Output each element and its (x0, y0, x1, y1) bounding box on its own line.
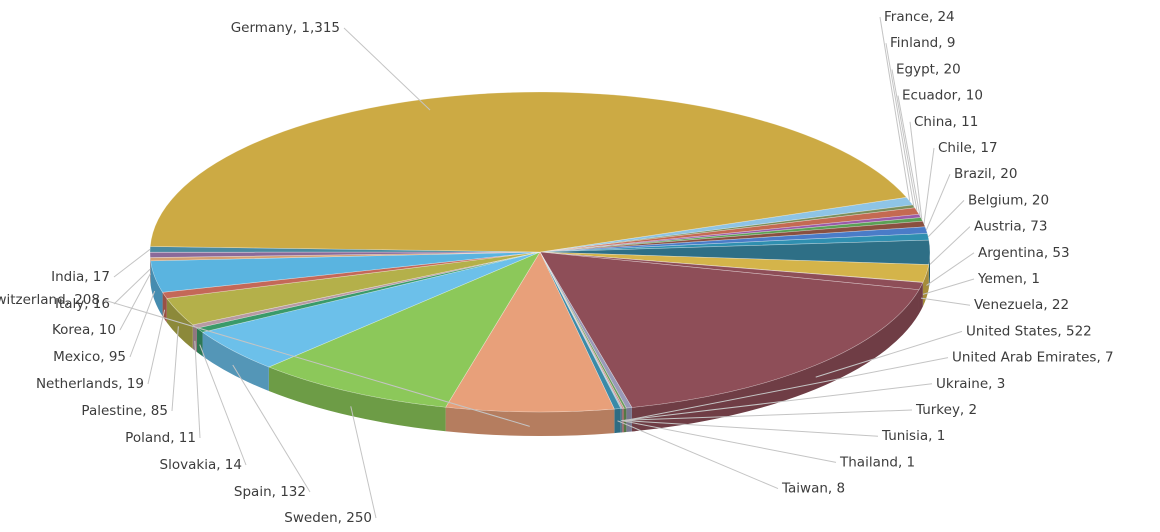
data-label-brazil: Brazil, 20 (954, 166, 1017, 182)
data-label-france: France, 24 (884, 9, 955, 25)
leader-line-india (114, 249, 150, 277)
leader-line-belgium (928, 200, 964, 236)
data-label-belgium: Belgium, 20 (968, 192, 1049, 208)
leader-line-mexico (130, 291, 155, 357)
pie-slice-side-taiwan (614, 409, 620, 434)
data-label-china: China, 11 (914, 114, 978, 130)
data-label-united-states: United States, 522 (966, 323, 1092, 339)
data-label-poland: Poland, 11 (125, 430, 196, 446)
data-label-argentina: Argentina, 53 (978, 245, 1070, 261)
leader-line-sweden (351, 406, 376, 518)
data-label-germany: Germany, 1,315 (231, 20, 340, 36)
data-label-slovakia: Slovakia, 14 (160, 457, 242, 473)
leader-line-germany (344, 28, 430, 110)
data-label-ukraine: Ukraine, 3 (936, 376, 1005, 392)
leader-line-venezuela (921, 298, 970, 305)
leader-line-yemen (923, 279, 974, 294)
data-label-finland: Finland, 9 (890, 35, 955, 51)
data-label-india: India, 17 (51, 269, 110, 285)
data-label-turkey: Turkey, 2 (915, 402, 977, 418)
pie-slice-side-slovakia (197, 328, 203, 356)
data-label-taiwan: Taiwan, 8 (781, 481, 845, 497)
leader-line-austria (930, 227, 970, 265)
data-label-thailand: Thailand, 1 (839, 454, 915, 470)
data-label-tunisia: Tunisia, 1 (881, 428, 945, 444)
data-label-netherlands: Netherlands, 19 (36, 376, 144, 392)
data-label-palestine: Palestine, 85 (81, 403, 168, 419)
leader-line-korea (120, 274, 150, 330)
leader-line-taiwan (618, 421, 778, 489)
leader-line-chile (924, 148, 934, 224)
data-label-sweden: Sweden, 250 (284, 510, 372, 526)
data-label-spain: Spain, 132 (234, 484, 306, 500)
data-label-mexico: Mexico, 95 (53, 349, 126, 365)
data-label-ecuador: Ecuador, 10 (902, 88, 983, 104)
leader-line-palestine (172, 326, 178, 411)
data-label-venezuela: Venezuela, 22 (974, 297, 1069, 313)
leader-line-argentina (926, 253, 974, 286)
leader-line-italy (114, 269, 150, 304)
leader-line-netherlands (148, 310, 165, 384)
pie-top-layer (150, 92, 930, 412)
data-label-korea: Korea, 10 (52, 322, 116, 338)
data-label-egypt: Egypt, 20 (896, 61, 961, 77)
leader-line-poland (195, 341, 200, 438)
data-label-yemen: Yemen, 1 (977, 271, 1040, 287)
data-label-chile: Chile, 17 (938, 140, 998, 156)
data-label-united-arab-emirates: United Arab Emirates, 7 (952, 350, 1114, 366)
data-label-italy: Italy, 16 (55, 296, 110, 312)
data-label-austria: Austria, 73 (974, 219, 1047, 235)
